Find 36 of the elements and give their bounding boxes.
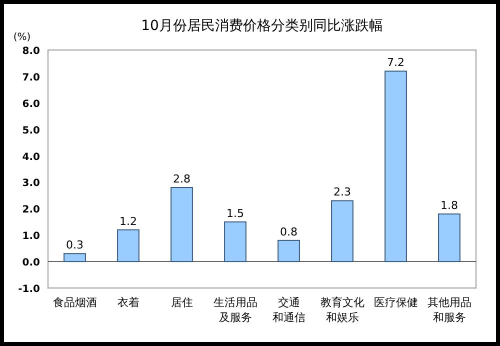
y-tick-label: 4.0: [22, 152, 40, 163]
y-tick-label: 2.0: [22, 204, 40, 216]
y-axis-title: (%): [13, 32, 31, 43]
y-tick-label: 3.0: [22, 178, 40, 190]
bar: [331, 200, 354, 262]
data-label: 2.3: [334, 186, 351, 199]
bar: [224, 221, 246, 262]
data-label: 2.8: [173, 172, 190, 186]
y-tick-label: 1.0: [22, 231, 40, 242]
bar: [438, 213, 460, 262]
y-tick-label: 0.0: [22, 258, 40, 269]
y-tick-label: 6.0: [22, 98, 40, 110]
data-label: 7.2: [387, 56, 404, 70]
y-tick-label: 5.0: [22, 125, 40, 136]
data-label: 0.3: [66, 238, 84, 252]
x-tick-label: 教育文化和娱乐: [320, 296, 364, 324]
x-tick-label: 生活用品及服务: [213, 296, 258, 324]
x-tick-label: 食品烟酒: [52, 296, 97, 309]
bar: [170, 187, 193, 262]
y-tick-label: 7.0: [22, 72, 40, 84]
bar: [384, 70, 407, 262]
bar: [278, 240, 300, 262]
bar: [117, 229, 140, 262]
data-label: 1.2: [120, 214, 137, 228]
chart-title: 10月份居民消费价格分类别同比涨跌幅: [141, 18, 383, 34]
x-tick-label: 医疗保健: [374, 296, 418, 309]
data-label: 0.8: [280, 225, 298, 238]
bar: [64, 253, 86, 262]
data-label: 1.8: [440, 198, 458, 212]
x-tick-label: 衣着: [117, 296, 140, 309]
data-label: 1.5: [226, 206, 244, 220]
x-tick-label: 交通和通信: [272, 296, 306, 324]
y-tick-label: -1.0: [18, 284, 40, 295]
y-tick-label: 8.0: [22, 46, 40, 57]
x-tick-label: 其他用品和服务: [427, 296, 472, 324]
x-tick-label: 居住: [170, 296, 193, 309]
